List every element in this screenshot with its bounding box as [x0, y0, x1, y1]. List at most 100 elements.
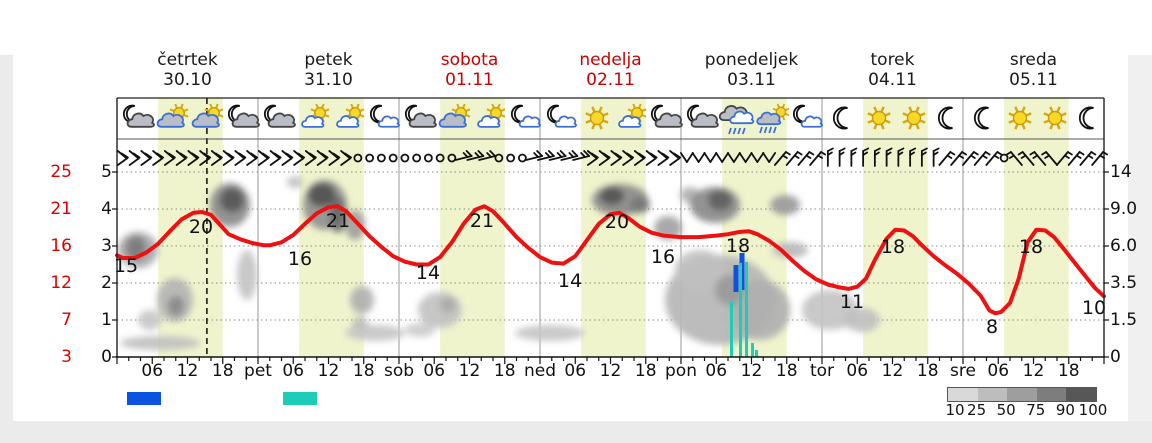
icon-srain [756, 103, 790, 134]
icon-scw [477, 103, 506, 128]
svg-text:16: 16 [651, 246, 675, 268]
weather-icons [122, 103, 1094, 135]
x-label-06: 06 [282, 361, 305, 381]
density-segment [1066, 388, 1096, 401]
icon-rain [718, 105, 755, 135]
icon-sc [156, 103, 189, 128]
svg-text:11: 11 [840, 291, 864, 313]
x-label-18: 18 [634, 361, 657, 381]
cloud-tick-3.5: 3.5 [1110, 273, 1138, 293]
temp-tick-16: 16 [50, 236, 72, 256]
density-segment [1007, 388, 1037, 401]
wind-barbs [116, 147, 1109, 167]
day-name: nedelja [579, 50, 642, 70]
icon-scw [618, 103, 647, 128]
density-tick-90: 90 [1055, 401, 1075, 419]
day-date: 03.11 [727, 70, 776, 90]
svg-text:10: 10 [1082, 297, 1106, 319]
icon-mcw [792, 104, 823, 128]
svg-text:15: 15 [114, 255, 138, 277]
svg-text:18: 18 [726, 235, 750, 257]
temp-tick-7: 7 [61, 310, 72, 330]
density-segment [977, 388, 1008, 401]
icon-scw [301, 103, 330, 128]
x-label-18: 18 [916, 361, 939, 381]
x-label-18: 18 [493, 361, 516, 381]
bottom-margin-strip [0, 421, 1152, 443]
icon-sc [191, 103, 224, 128]
icon-mcw [369, 104, 400, 128]
x-label-12: 12 [1022, 361, 1045, 381]
temp-tick-21: 21 [50, 199, 72, 219]
icon-mcw [546, 104, 577, 128]
cloud-tick-1.5: 1.5 [1110, 310, 1138, 330]
icon-mc [227, 104, 260, 128]
precipitation-bars [730, 253, 758, 357]
day-header-četrtek: četrtek 30.10 [118, 50, 258, 90]
density-segment [948, 388, 978, 401]
x-label-18: 18 [775, 361, 798, 381]
x-label-06: 06 [846, 361, 869, 381]
temperature-curve [115, 204, 1106, 316]
x-label-18: 18 [352, 361, 375, 381]
day-header-torek: torek 04.11 [823, 50, 963, 90]
left-margin-strip [0, 55, 13, 443]
x-label-ned: ned [523, 361, 557, 381]
icon-sun [1043, 106, 1067, 130]
x-label-tor: tor [809, 361, 835, 381]
x-label-06: 06 [987, 361, 1010, 381]
svg-text:21: 21 [326, 210, 350, 232]
x-label-12: 12 [317, 361, 340, 381]
day-header-sreda: sreda 05.11 [964, 50, 1104, 90]
day-date: 01.11 [445, 70, 494, 90]
x-label-06: 06 [423, 361, 446, 381]
svg-text:14: 14 [558, 270, 582, 292]
precip-tick-2: 2 [101, 273, 112, 293]
icon-moon [1078, 106, 1094, 130]
icon-mc [122, 104, 155, 128]
temperature-point-labels: 15 20 16 21 14 21 14 20 16 18 11 18 8 18 10 [114, 210, 1106, 338]
icon-scw [336, 103, 365, 128]
svg-text:20: 20 [189, 216, 213, 238]
cloud-tick-14: 14 [1110, 162, 1132, 182]
temp-tick-3: 3 [61, 347, 72, 367]
svg-text:20: 20 [605, 211, 629, 233]
day-date: 31.10 [304, 70, 353, 90]
x-label-18: 18 [1057, 361, 1080, 381]
precip-tick-5: 5 [101, 162, 112, 182]
density-tick-10: 10 [945, 401, 965, 419]
precip-tick-3: 3 [101, 236, 112, 256]
density-tick-100: 100 [1078, 401, 1108, 419]
x-label-06: 06 [705, 361, 728, 381]
day-header-ponedeljek: ponedeljek 03.11 [682, 50, 822, 90]
day-header-sobota: sobota 01.11 [400, 50, 540, 90]
day-name: ponedeljek [704, 50, 799, 70]
icon-mcw [510, 104, 541, 128]
icon-mc [686, 104, 719, 128]
temp-tick-25: 25 [50, 162, 72, 182]
density-tick-75: 75 [1026, 401, 1046, 419]
showers-legend-swatch [283, 392, 317, 405]
plot-frame [112, 97, 1109, 364]
icon-sun [1008, 106, 1032, 130]
day-header-nedelja: nedelja 02.11 [541, 50, 681, 90]
precip-tick-1: 1 [101, 310, 112, 330]
svg-text:21: 21 [470, 210, 494, 232]
x-label-sob: sob [383, 361, 415, 381]
cloud-density-scale-bar [947, 387, 1097, 402]
density-tick-50: 50 [996, 401, 1016, 419]
day-date: 02.11 [586, 70, 635, 90]
day-name: sreda [1009, 50, 1058, 70]
density-tick-25: 25 [967, 401, 987, 419]
x-label-sre: sre [950, 361, 976, 381]
icon-mc [404, 104, 437, 128]
right-margin-strip [1128, 55, 1152, 443]
icon-sun [902, 106, 926, 130]
icon-sun [585, 106, 609, 130]
cloud-tick-6.0: 6.0 [1110, 236, 1138, 256]
svg-text:18: 18 [1019, 236, 1043, 258]
day-name: torek [870, 50, 915, 70]
x-label-18: 18 [211, 361, 234, 381]
rain-legend-swatch [127, 392, 161, 405]
